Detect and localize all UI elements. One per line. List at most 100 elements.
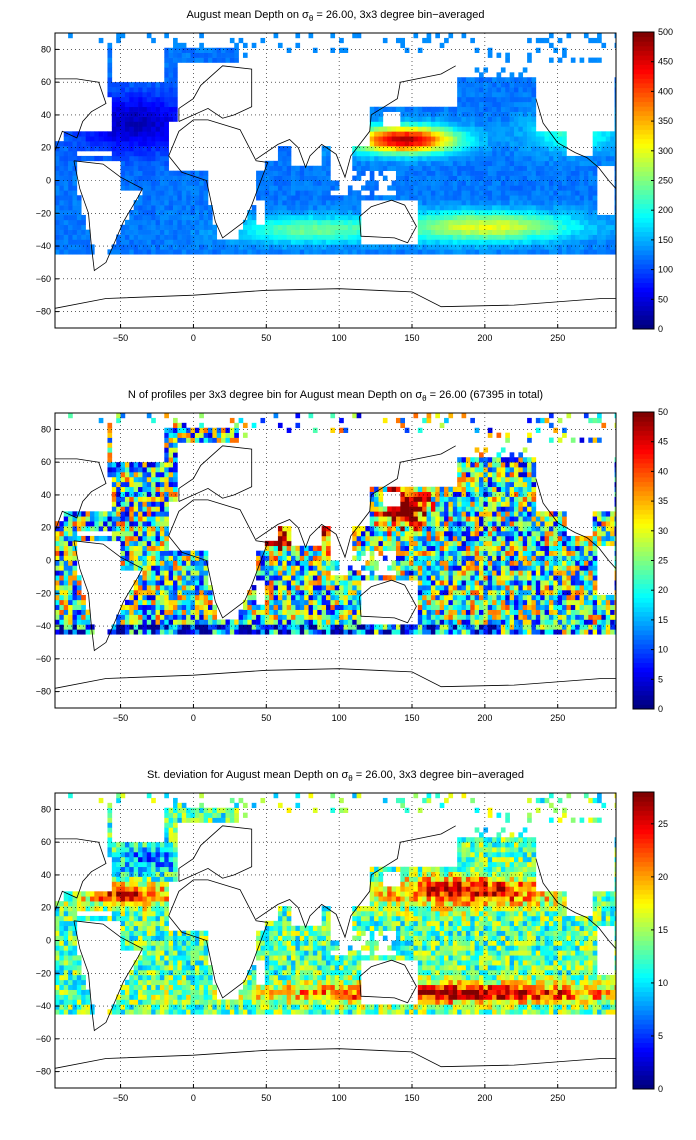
heatmap-cell [312,427,318,433]
heatmap-cell [356,531,362,537]
heatmap-cell [457,155,462,162]
heatmap-cell [317,555,322,561]
heatmap-cell [111,506,117,512]
heatmap-cell [382,175,388,181]
heatmap-cell [435,590,440,596]
heatmap-cell [430,540,436,547]
heatmap-cell [146,116,152,122]
heatmap-cell [286,619,292,625]
heatmap-cell [430,585,436,591]
heatmap-cell [479,229,484,235]
heatmap-cell [500,155,506,162]
heatmap-cell [308,180,314,186]
heatmap-cell [159,599,165,606]
heatmap-cell [439,234,445,240]
heatmap-cell [168,594,174,601]
heatmap-cell [505,205,510,211]
heatmap-cell [177,42,183,49]
heatmap-cell [448,526,454,532]
heatmap-cell [190,609,196,615]
heatmap-cell [55,224,60,230]
heatmap-cell [347,219,353,226]
heatmap-cell [111,486,117,492]
heatmap-cell [168,575,174,581]
heatmap-cell [168,52,174,58]
heatmap-cell [55,570,60,576]
heatmap-cell [452,249,458,255]
heatmap-cell [374,244,379,250]
heatmap-cell [395,555,401,561]
heatmap-cell [614,82,616,88]
heatmap-cell [430,526,436,532]
heatmap-cell [448,160,454,167]
heatmap-cell [435,491,440,497]
heatmap-cell [72,151,78,157]
heatmap-cell [400,131,406,137]
heatmap-cell [452,590,458,596]
heatmap-cell [413,506,419,512]
heatmap-cell [509,92,515,98]
heatmap-cell [155,604,161,610]
heatmap-cell [557,185,563,191]
heatmap-cell [273,570,279,576]
heatmap-cell [173,190,178,196]
heatmap-cell [173,116,178,122]
heatmap-cell [395,417,401,424]
heatmap-cell [492,160,497,167]
heatmap-cell [133,594,139,601]
heatmap-cell [369,106,375,112]
heatmap-cell [566,175,572,181]
heatmap-cell [177,185,183,191]
heatmap-cell [151,467,156,473]
heatmap-cell [129,244,134,250]
heatmap-cell [457,116,462,122]
heatmap-cell [374,249,379,255]
heatmap-cell [400,531,406,537]
heatmap-cell [107,77,113,83]
heatmap-cell [155,131,161,137]
heatmap-cell [59,200,65,206]
heatmap-cell [85,609,91,615]
heatmap-cell [138,467,143,473]
heatmap-cell [164,92,169,98]
heatmap-cell [173,170,178,176]
heatmap-cell [614,111,616,117]
heatmap-cell [465,190,471,196]
heatmap-cell [448,205,454,211]
heatmap-cell [85,516,91,522]
heatmap-cell [59,190,65,196]
colorbar-tick-label: 300 [658,146,673,156]
heatmap-cell [531,96,537,103]
heatmap-cell [404,116,410,122]
heatmap-cell [142,146,148,152]
heatmap-cell [553,234,559,240]
heatmap-cell [72,624,78,630]
heatmap-cell [168,619,174,625]
heatmap-cell [583,160,589,167]
heatmap-cell [133,249,139,255]
heatmap-cell [120,244,126,250]
heatmap-cell [321,151,327,157]
heatmap-cell [151,106,156,112]
heatmap-cell [269,224,274,230]
heatmap-cell [304,219,309,226]
heatmap-cell [159,555,165,561]
heatmap-cell [330,413,336,419]
heatmap-cell [527,57,532,63]
heatmap-cell [400,496,406,502]
heatmap-cell [264,565,270,571]
heatmap-cell [326,180,331,186]
heatmap-cell [439,165,445,171]
heatmap-cell [334,619,340,625]
heatmap-cell [505,175,510,181]
heatmap-cell [601,239,607,245]
heatmap-cell [55,580,60,586]
heatmap-cell [216,624,222,630]
heatmap-cell [142,234,148,240]
heatmap-cell [264,629,270,635]
heatmap-cell [518,185,524,191]
heatmap-cell [146,570,152,576]
heatmap-cell [614,175,616,181]
heatmap-cell [439,210,445,216]
heatmap-cell [291,214,296,221]
